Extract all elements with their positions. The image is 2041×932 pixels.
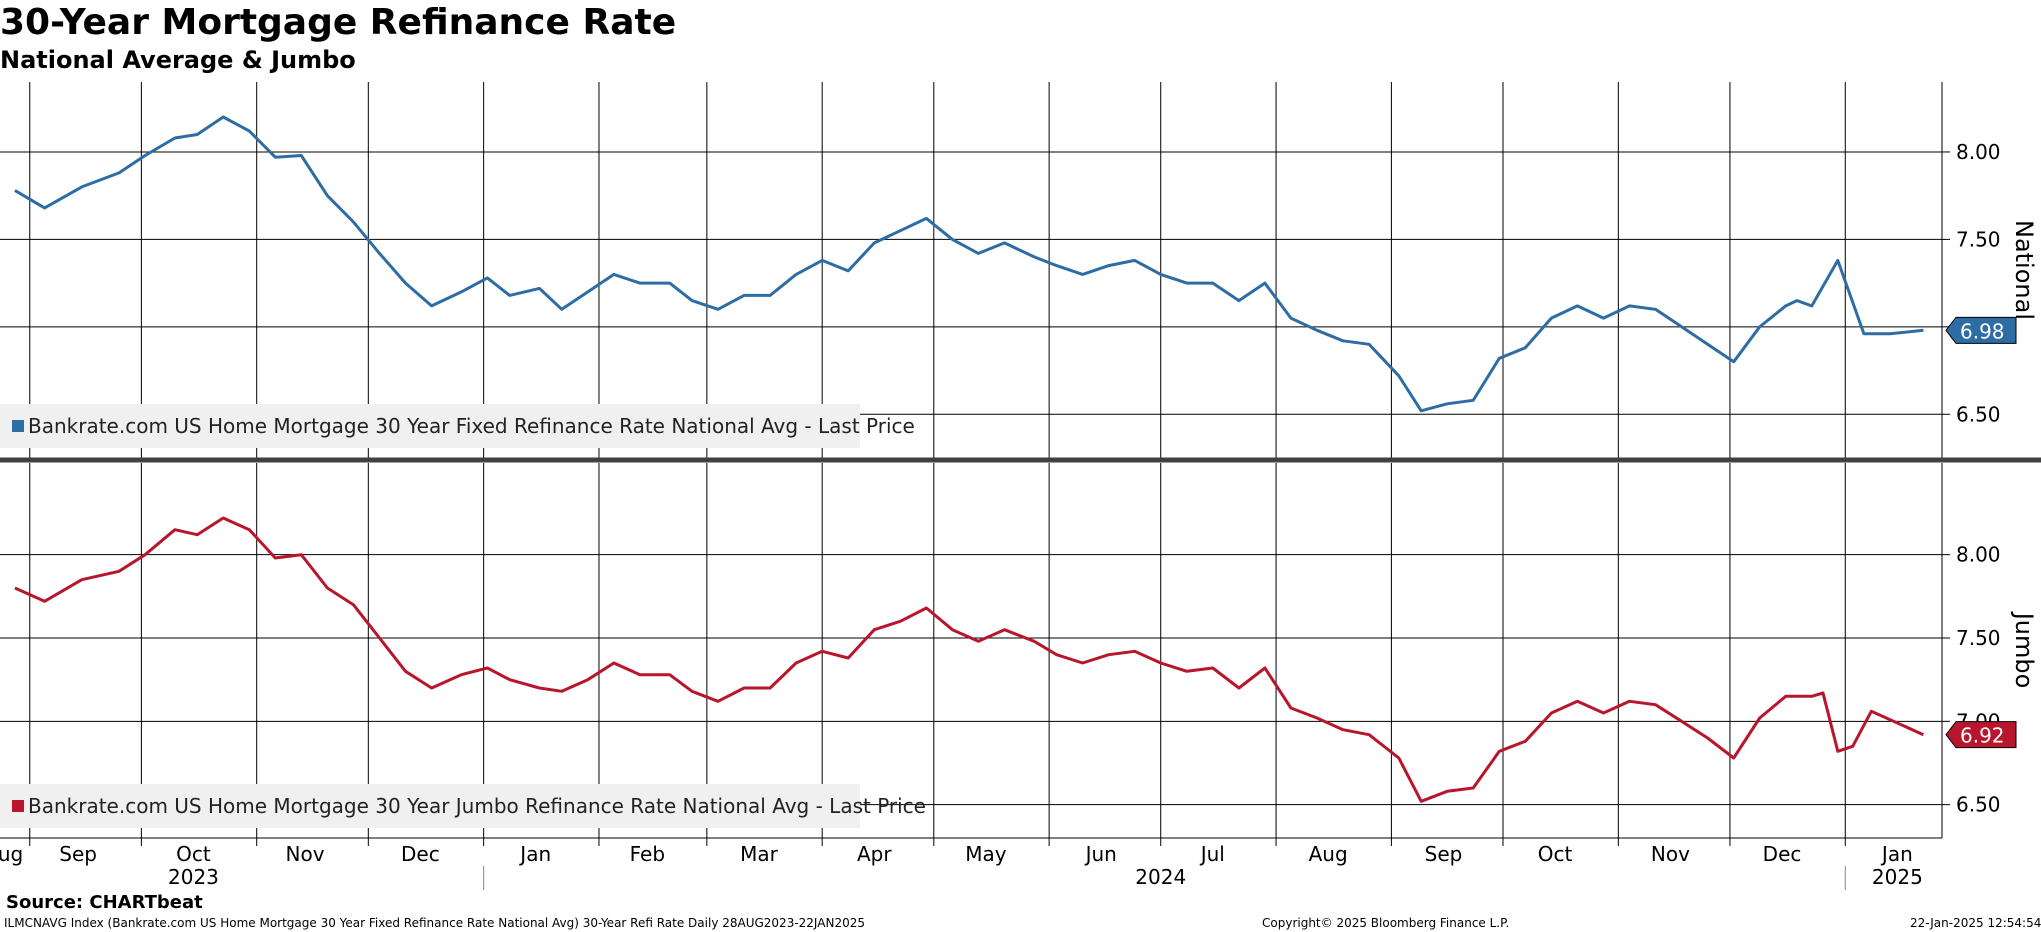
x-month-label: Sep <box>1425 842 1463 866</box>
national-y-tick-label: 6.50 <box>1956 402 2001 426</box>
x-month-label: Sep <box>59 842 97 866</box>
jumbo-legend-swatch <box>12 800 24 812</box>
x-month-label: Oct <box>176 842 211 866</box>
x-year-label: 2024 <box>1135 865 1186 889</box>
footer-description: ILMCNAVG Index (Bankrate.com US Home Mor… <box>4 916 865 930</box>
x-month-label: May <box>965 842 1007 866</box>
x-month-label: Jan <box>518 842 551 866</box>
x-month-label: Jul <box>1199 842 1225 866</box>
jumbo-legend-box <box>0 784 860 828</box>
jumbo-axis-label: Jumbo <box>2010 611 2038 689</box>
jumbo-y-tick-label: 7.50 <box>1956 626 2001 650</box>
x-month-label: Aug <box>0 842 23 866</box>
footer-timestamp: 22-Jan-2025 12:54:54 <box>1910 916 2041 930</box>
x-month-label: Nov <box>1651 842 1690 866</box>
x-year-label: 2025 <box>1872 865 1923 889</box>
national-legend-label: Bankrate.com US Home Mortgage 30 Year Fi… <box>28 414 915 438</box>
national-y-tick-label: 7.50 <box>1956 227 2001 251</box>
national-axis-label: National <box>2010 220 2038 320</box>
national-legend-swatch <box>12 420 24 432</box>
x-month-label: Dec <box>401 842 440 866</box>
national-y-tick-label: 8.00 <box>1956 140 2001 164</box>
x-month-label: Mar <box>740 842 779 866</box>
x-month-label: Oct <box>1538 842 1573 866</box>
page-title: 30-Year Mortgage Refinance Rate <box>0 2 677 43</box>
x-month-label: Feb <box>630 842 665 866</box>
national-last-value-badge <box>1945 316 2017 344</box>
national-legend-box <box>0 404 860 448</box>
jumbo-last-value-badge <box>1945 721 2017 749</box>
page-subtitle: National Average & Jumbo <box>0 46 356 74</box>
jumbo-y-tick-label: 6.50 <box>1956 793 2001 817</box>
x-month-label: Dec <box>1763 842 1802 866</box>
jumbo-y-tick-label: 8.00 <box>1956 543 2001 567</box>
footer-copyright: Copyright© 2025 Bloomberg Finance L.P. <box>1262 916 1510 930</box>
national-last-value-label: 6.98 <box>1960 319 2005 343</box>
x-month-label: Jun <box>1084 842 1117 866</box>
jumbo-last-value-label: 6.92 <box>1960 724 2005 748</box>
national-series-line <box>14 115 1924 413</box>
x-year-label: 2023 <box>168 865 219 889</box>
x-month-label: Apr <box>857 842 892 866</box>
x-month-label: Nov <box>286 842 325 866</box>
jumbo-series-line <box>14 516 1925 803</box>
jumbo-legend-label: Bankrate.com US Home Mortgage 30 Year Ju… <box>28 794 926 818</box>
x-month-label: Aug <box>1309 842 1348 866</box>
source-label: Source: CHARTbeat <box>6 892 203 913</box>
x-month-label: Jan <box>1880 842 1913 866</box>
